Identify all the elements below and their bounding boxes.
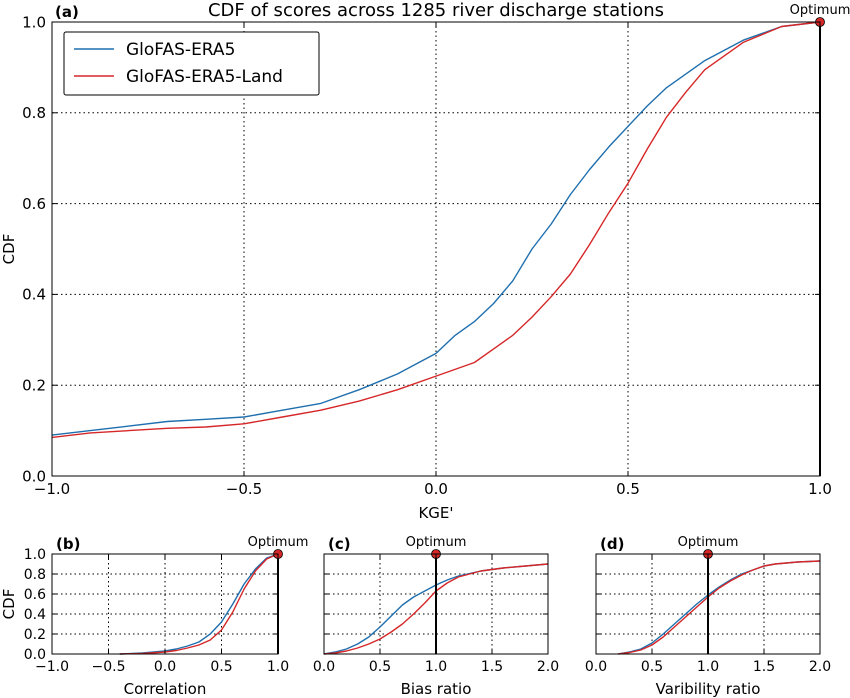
series-line-glofas-era5: [51, 21, 821, 436]
x-tick-label: 0.5: [616, 480, 640, 498]
x-tick-label: 0.5: [210, 659, 232, 675]
x-tick-label: 0.5: [369, 659, 391, 675]
y-tick-label: 0.0: [22, 467, 46, 485]
optimum-label: Optimum: [248, 535, 309, 550]
legend-entry-glofas-era5: GloFAS-ERA5: [126, 40, 235, 60]
x-tick-label: −0.5: [92, 659, 126, 675]
series-line-glofas-era5: [618, 560, 821, 655]
panel-label: (b): [56, 535, 80, 553]
y-tick-label: 0.4: [24, 607, 46, 623]
panel-label: (a): [55, 3, 79, 21]
chart-panel-3: Optimum 0.0 0.5 1.0 1.5 2.0 Bias ratio (c): [313, 535, 559, 698]
panel-label: (c): [328, 535, 351, 553]
legend: GloFAS-ERA5 GloFAS-ERA5-Land: [63, 31, 320, 96]
series-line-glofas-era5-land: [51, 21, 821, 439]
y-tick-label: 0.8: [24, 567, 46, 583]
chart-panel-2: Optimum −1.0 −0.5 0.0 0.5 1.0 0.0 0.2 0.4 0.6 0.8 1…: [0, 535, 308, 698]
optimum-label: Optimum: [678, 535, 739, 550]
x-tick-label: 1.0: [808, 480, 832, 498]
x-tick-label: 0.0: [424, 480, 448, 498]
y-tick-label: 0.2: [22, 376, 46, 394]
y-tick-label: 0.2: [24, 627, 46, 643]
x-tick-label: 0.5: [641, 659, 663, 675]
y-tick-label: 0.4: [22, 286, 46, 304]
y-tick-label: 1.0: [24, 547, 46, 563]
y-tick-label: 0.6: [22, 195, 46, 213]
series-line-glofas-era5: [119, 553, 279, 655]
x-tick-label: 1.5: [753, 659, 775, 675]
x-tick-label: −1.0: [35, 659, 69, 675]
chart-panel-1: Optimum −1.0 −0.5 0.0 0.5 1.0 0.0 0.2 0.4 0.6 0.8 1…: [0, 0, 850, 522]
x-axis-label: Correlation: [124, 680, 207, 698]
y-axis-label: CDF: [0, 234, 18, 265]
x-tick-label: 1.0: [267, 659, 289, 675]
chart-title: CDF of scores across 1285 river discharg…: [208, 0, 664, 21]
optimum-label: Optimum: [406, 535, 467, 550]
x-axis-label: Varibility ratio: [656, 680, 761, 698]
legend-entry-glofas-era5-land: GloFAS-ERA5-Land: [126, 67, 283, 87]
x-tick-label: 1.0: [697, 659, 719, 675]
chart-panel-4: Optimum 0.0 0.5 1.0 1.5 2.0 Varibility ratio (d…: [585, 535, 831, 698]
series-line-glofas-era5-land: [618, 560, 821, 655]
y-axis-label: CDF: [0, 589, 18, 620]
y-tick-label: 0.8: [22, 104, 46, 122]
x-axis-label: KGE': [418, 504, 453, 522]
x-tick-label: 0.0: [154, 659, 176, 675]
x-tick-label: 0.0: [585, 659, 607, 675]
legend-box: [63, 31, 320, 96]
optimum-label: Optimum: [790, 3, 850, 18]
series-line-glofas-era5-land: [119, 553, 279, 655]
x-tick-label: 2.0: [809, 659, 831, 675]
x-tick-label: 1.0: [425, 659, 447, 675]
y-tick-label: 0.0: [24, 647, 46, 663]
x-axis-label: Bias ratio: [401, 680, 472, 698]
x-tick-label: 2.0: [537, 659, 559, 675]
y-tick-label: 0.6: [24, 587, 46, 603]
x-tick-label: 0.0: [313, 659, 335, 675]
series-line-glofas-era5-land: [323, 563, 549, 655]
x-tick-label: −0.5: [226, 480, 262, 498]
x-tick-label: 1.5: [481, 659, 503, 675]
y-tick-label: 1.0: [22, 13, 46, 31]
panel-label: (d): [600, 535, 624, 553]
x-tick-label: −1.0: [34, 480, 70, 498]
